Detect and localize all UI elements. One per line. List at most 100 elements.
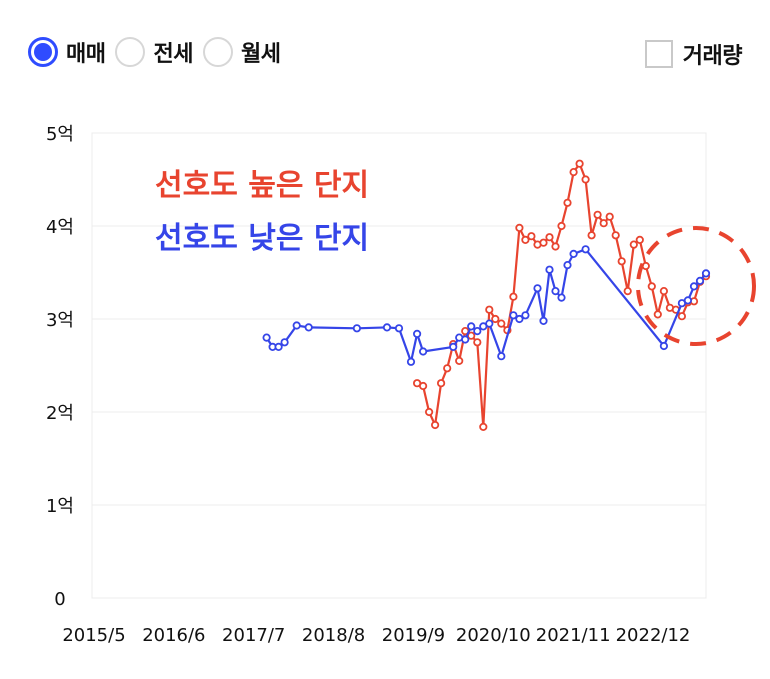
data-point-high [593,210,602,219]
radio-sale[interactable]: 매매 [28,36,106,68]
y-tick-label: 2억 [46,403,74,424]
data-point-low [581,245,590,254]
x-tick-label: 2021/11 [536,625,611,646]
data-point-high [659,286,669,296]
data-point-low [449,342,458,351]
data-point-low [262,333,271,342]
data-point-low [515,314,524,324]
data-point-low [683,296,693,305]
data-point-low [539,316,548,325]
data-point-high [677,312,687,321]
volume-checkbox[interactable]: 거래량 [644,38,743,70]
chart-series [262,159,711,431]
data-point-high [479,422,488,431]
data-point-high [617,257,626,266]
data-point-high [491,314,500,324]
y-axis: 0 1억 2억 3억 4억 5억 [46,124,74,610]
data-point-low [569,249,578,258]
data-point-low [695,276,705,285]
data-point-high [497,319,506,328]
data-point-high [629,240,638,249]
data-point-high [581,175,590,184]
data-point-low [485,319,494,328]
chart-grid [91,132,707,599]
annotation-low-preference: 선호도 낮은 단지 [155,221,369,256]
radio-unchecked-icon [115,37,146,67]
data-point-high [569,168,578,177]
data-point-high [605,212,614,221]
checkbox-unchecked-icon [644,40,673,68]
data-point-high [563,198,572,207]
data-point-high [473,338,482,347]
y-tick-label: 1억 [46,496,74,517]
data-point-low [274,342,283,351]
radio-jeonse-label: 전세 [153,42,193,67]
data-point-high [539,238,548,247]
data-point-high [611,231,620,240]
radio-monthly-rent[interactable]: 월세 [202,36,281,68]
x-tick-label: 2015/5 [62,625,125,646]
x-tick-label: 2017/7 [222,625,285,646]
annotation-high-preference: 선호도 높은 단지 [155,168,369,203]
data-point-low [521,311,530,320]
data-point-low [557,293,566,302]
x-tick-label: 2016/6 [142,625,205,646]
data-point-high [647,282,656,291]
data-point-low [689,282,699,291]
data-point-high [551,242,560,251]
x-tick-label: 2022/12 [616,625,691,646]
radio-jeonse[interactable]: 전세 [115,36,193,68]
y-tick-label: 0 [54,589,65,610]
data-point-high [575,159,584,168]
data-point-low [461,335,470,344]
radio-monthly-rent-label: 월세 [240,42,281,67]
data-point-high [515,223,524,232]
data-point-low [473,326,482,336]
x-axis: 2015/5 2016/6 2017/7 2018/8 2019/9 2020/10 202… [62,625,690,646]
data-point-high [599,219,608,228]
data-point-low [352,324,361,333]
data-point-low [551,286,560,296]
radio-checked-icon [28,37,58,67]
trade-type-radio-group: 매매 전세 월세 [28,36,281,68]
data-point-high [545,233,554,242]
x-tick-label: 2018/8 [302,625,365,646]
data-point-low [382,323,392,332]
data-point-low [659,341,669,351]
data-point-low [545,265,554,274]
volume-checkbox-label: 거래량 [682,44,743,69]
radio-sale-label: 매매 [66,42,106,67]
data-point-high [557,221,566,231]
data-point-low [467,322,476,331]
data-point-high [587,231,596,240]
x-tick-label: 2019/9 [382,625,445,646]
data-point-high [424,407,434,417]
data-point-low [533,284,542,293]
data-point-high [443,364,452,373]
y-tick-label: 4억 [46,217,74,238]
chart-controls: 매매 전세 월세 거래량 [28,36,743,80]
x-tick-label: 2020/10 [456,625,531,646]
data-point-high [653,310,662,319]
radio-unchecked-icon [202,37,233,67]
data-point-high [436,379,446,388]
highlight-circle [636,226,756,346]
data-point-high [509,292,518,301]
data-point-high [430,420,440,430]
data-point-low [406,357,416,366]
data-point-low [497,352,506,361]
data-point-low [292,321,301,330]
data-point-high [521,235,530,244]
data-point-low [701,269,711,278]
data-point-low [509,311,518,320]
data-point-high [527,232,536,241]
data-point-low [304,323,313,332]
data-point-high [418,381,428,391]
data-point-high [455,356,464,365]
data-point-low [418,347,428,356]
data-point-high [623,286,632,296]
y-tick-label: 3억 [46,310,74,331]
data-point-low [412,329,422,338]
data-point-low [563,260,572,270]
